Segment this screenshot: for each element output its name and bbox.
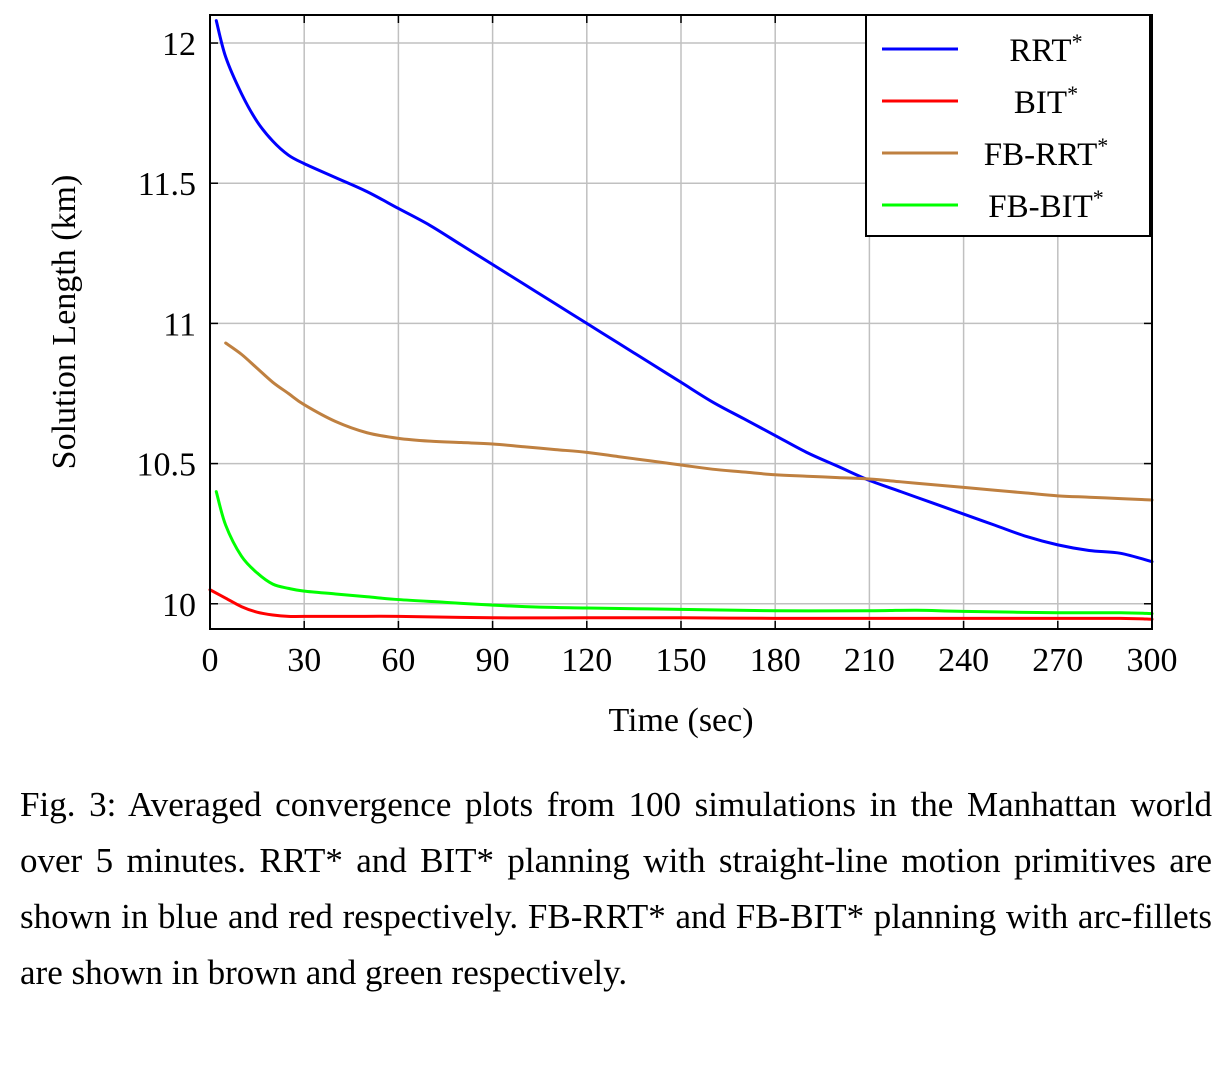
figure-caption: Fig. 3: Averaged convergence plots from …	[20, 785, 1212, 992]
legend-box	[865, 14, 1151, 237]
legend: RRT* BIT* FB-RRT* FB-BIT*	[865, 14, 1151, 237]
x-tick-label: 270	[1032, 642, 1083, 679]
series-line-bit	[208, 588, 1154, 621]
legend-label-rrt: RRT*	[1009, 29, 1082, 69]
axis-ticks: 0 30 60 90 120 150 180 210 240 270 300 10 10.5 11 11.5…	[137, 15, 1178, 679]
y-tick-label: 11.5	[138, 166, 196, 203]
x-tick-label: 300	[1127, 642, 1178, 679]
series-line-rrt	[214, 19, 1154, 564]
series-line-fb-rrt	[224, 341, 1154, 502]
y-tick-label: 12	[162, 26, 196, 63]
x-tick-label: 210	[844, 642, 895, 679]
y-tick-label: 11	[163, 306, 196, 343]
y-axis-title: Solution Length (km)	[46, 175, 83, 470]
legend-label-fb-rrt: FB-RRT*	[984, 133, 1109, 173]
x-tick-label: 30	[287, 642, 321, 679]
series-lines	[208, 19, 1154, 621]
y-tick-label: 10.5	[137, 447, 197, 484]
series-line-fb-bit	[214, 490, 1154, 616]
x-tick-label: 120	[561, 642, 612, 679]
x-tick-label: 90	[476, 642, 510, 679]
x-tick-label: 180	[750, 642, 801, 679]
x-tick-label: 150	[656, 642, 707, 679]
legend-label-bit: BIT*	[1014, 81, 1078, 121]
x-axis-title: Time (sec)	[608, 702, 753, 739]
x-tick-label: 0	[202, 642, 219, 679]
convergence-chart: 0 30 60 90 120 150 180 210 240 270 300 10 10.5 11 11.5…	[46, 14, 1178, 739]
legend-label-fb-bit: FB-BIT*	[988, 185, 1104, 225]
y-tick-label: 10	[162, 587, 196, 624]
x-tick-label: 240	[938, 642, 989, 679]
x-tick-label: 60	[381, 642, 415, 679]
